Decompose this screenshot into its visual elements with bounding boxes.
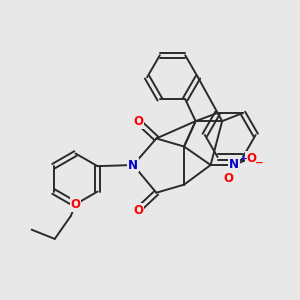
Text: O: O — [223, 172, 233, 185]
Text: O: O — [246, 152, 256, 165]
Text: O: O — [133, 115, 143, 128]
Text: N: N — [229, 158, 239, 171]
Text: −: − — [255, 158, 264, 168]
Text: O: O — [70, 198, 80, 211]
Text: +: + — [240, 154, 247, 163]
Text: N: N — [128, 158, 138, 172]
Text: O: O — [133, 203, 143, 217]
